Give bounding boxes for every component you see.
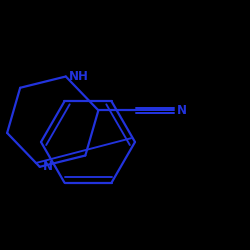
Text: NH: NH — [69, 70, 89, 83]
Text: N: N — [43, 160, 53, 173]
Text: N: N — [177, 104, 187, 117]
